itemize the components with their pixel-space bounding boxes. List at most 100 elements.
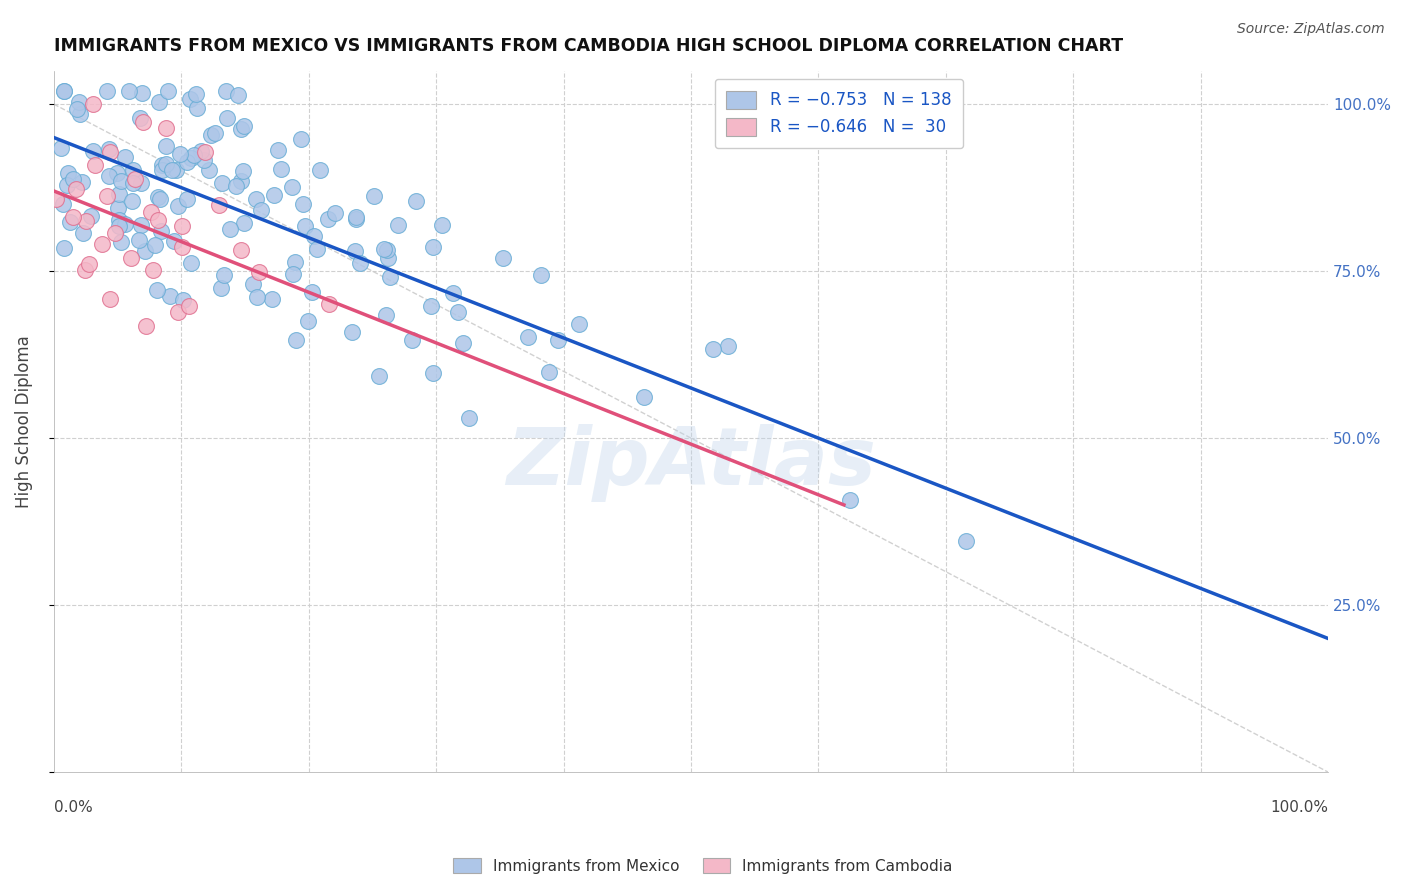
Point (180, 151, 202, 165)
Point (190, 144, 212, 158)
Point (155, 138, 177, 153)
Point (120, 251, 142, 265)
Point (160, 163, 183, 178)
Point (451, 335, 474, 350)
Text: 0.0%: 0.0% (53, 800, 93, 815)
Point (529, 268, 551, 282)
Point (108, 186, 131, 201)
Point (233, 119, 256, 133)
Point (82, 144, 104, 158)
Point (297, 314, 319, 328)
Point (343, 244, 366, 258)
Point (211, 176, 233, 190)
Point (129, 219, 152, 233)
Point (75, 214, 97, 228)
Point (110, 174, 132, 188)
Point (263, 188, 285, 202)
Point (344, 210, 367, 224)
Point (80, 209, 103, 223)
Point (702, 342, 724, 356)
Point (176, 155, 198, 169)
Point (290, 131, 312, 145)
Point (568, 317, 591, 331)
Point (69, 106, 91, 120)
Point (124, 172, 146, 186)
Point (344, 212, 367, 227)
Point (155, 121, 177, 136)
Legend: R = −0.753   N = 138, R = −0.646   N =  30: R = −0.753 N = 138, R = −0.646 N = 30 (714, 79, 963, 148)
Point (110, 235, 132, 249)
Point (179, 92, 201, 106)
Point (148, 190, 170, 204)
Point (250, 203, 273, 218)
Point (430, 218, 453, 232)
Point (159, 289, 181, 303)
Point (58, 166, 80, 180)
Point (229, 122, 252, 136)
Point (150, 158, 173, 172)
Point (150, 224, 173, 238)
Point (316, 211, 339, 226)
Point (307, 242, 329, 256)
Point (98, 145, 121, 159)
Point (131, 176, 153, 190)
Point (232, 164, 254, 178)
Point (65, 182, 87, 196)
Point (98, 293, 121, 307)
Point (340, 325, 363, 339)
Point (73, 263, 96, 277)
Point (52, 197, 75, 211)
Point (231, 243, 253, 257)
Point (180, 255, 202, 269)
Point (183, 148, 205, 162)
Point (82, 97, 104, 112)
Point (267, 143, 290, 157)
Point (163, 235, 186, 249)
Point (141, 205, 163, 219)
Point (281, 180, 304, 194)
Point (96, 189, 118, 203)
Point (90, 237, 112, 252)
Point (422, 240, 444, 254)
Point (128, 111, 150, 125)
Point (284, 255, 307, 269)
Point (114, 150, 136, 164)
Point (96, 84, 118, 98)
Point (226, 88, 249, 103)
Point (167, 199, 190, 213)
Point (165, 163, 187, 178)
Point (52, 84, 75, 98)
Point (229, 174, 252, 188)
Point (420, 299, 443, 313)
Text: Source: ZipAtlas.com: Source: ZipAtlas.com (1237, 22, 1385, 37)
Point (368, 369, 391, 384)
Point (537, 365, 560, 379)
Point (122, 163, 145, 178)
Point (194, 145, 217, 160)
Point (302, 229, 325, 244)
Point (131, 86, 153, 100)
Point (387, 218, 409, 232)
Point (169, 146, 191, 161)
Point (246, 290, 269, 304)
Point (128, 233, 150, 247)
Point (204, 126, 226, 140)
Point (215, 84, 238, 98)
Legend: Immigrants from Mexico, Immigrants from Cambodia: Immigrants from Mexico, Immigrants from … (447, 852, 959, 880)
Point (215, 112, 238, 126)
Point (208, 197, 231, 211)
Point (375, 243, 398, 257)
Point (108, 213, 131, 227)
Point (97, 142, 120, 156)
Point (219, 222, 242, 236)
Point (167, 305, 190, 319)
Point (378, 269, 401, 284)
Point (318, 296, 340, 310)
Point (281, 267, 304, 281)
Point (132, 114, 155, 128)
Text: IMMIGRANTS FROM MEXICO VS IMMIGRANTS FROM CAMBODIA HIGH SCHOOL DIPLOMA CORRELATI: IMMIGRANTS FROM MEXICO VS IMMIGRANTS FRO… (53, 37, 1123, 55)
Point (294, 219, 316, 233)
Point (373, 243, 395, 257)
Point (156, 84, 179, 98)
Point (172, 293, 194, 308)
